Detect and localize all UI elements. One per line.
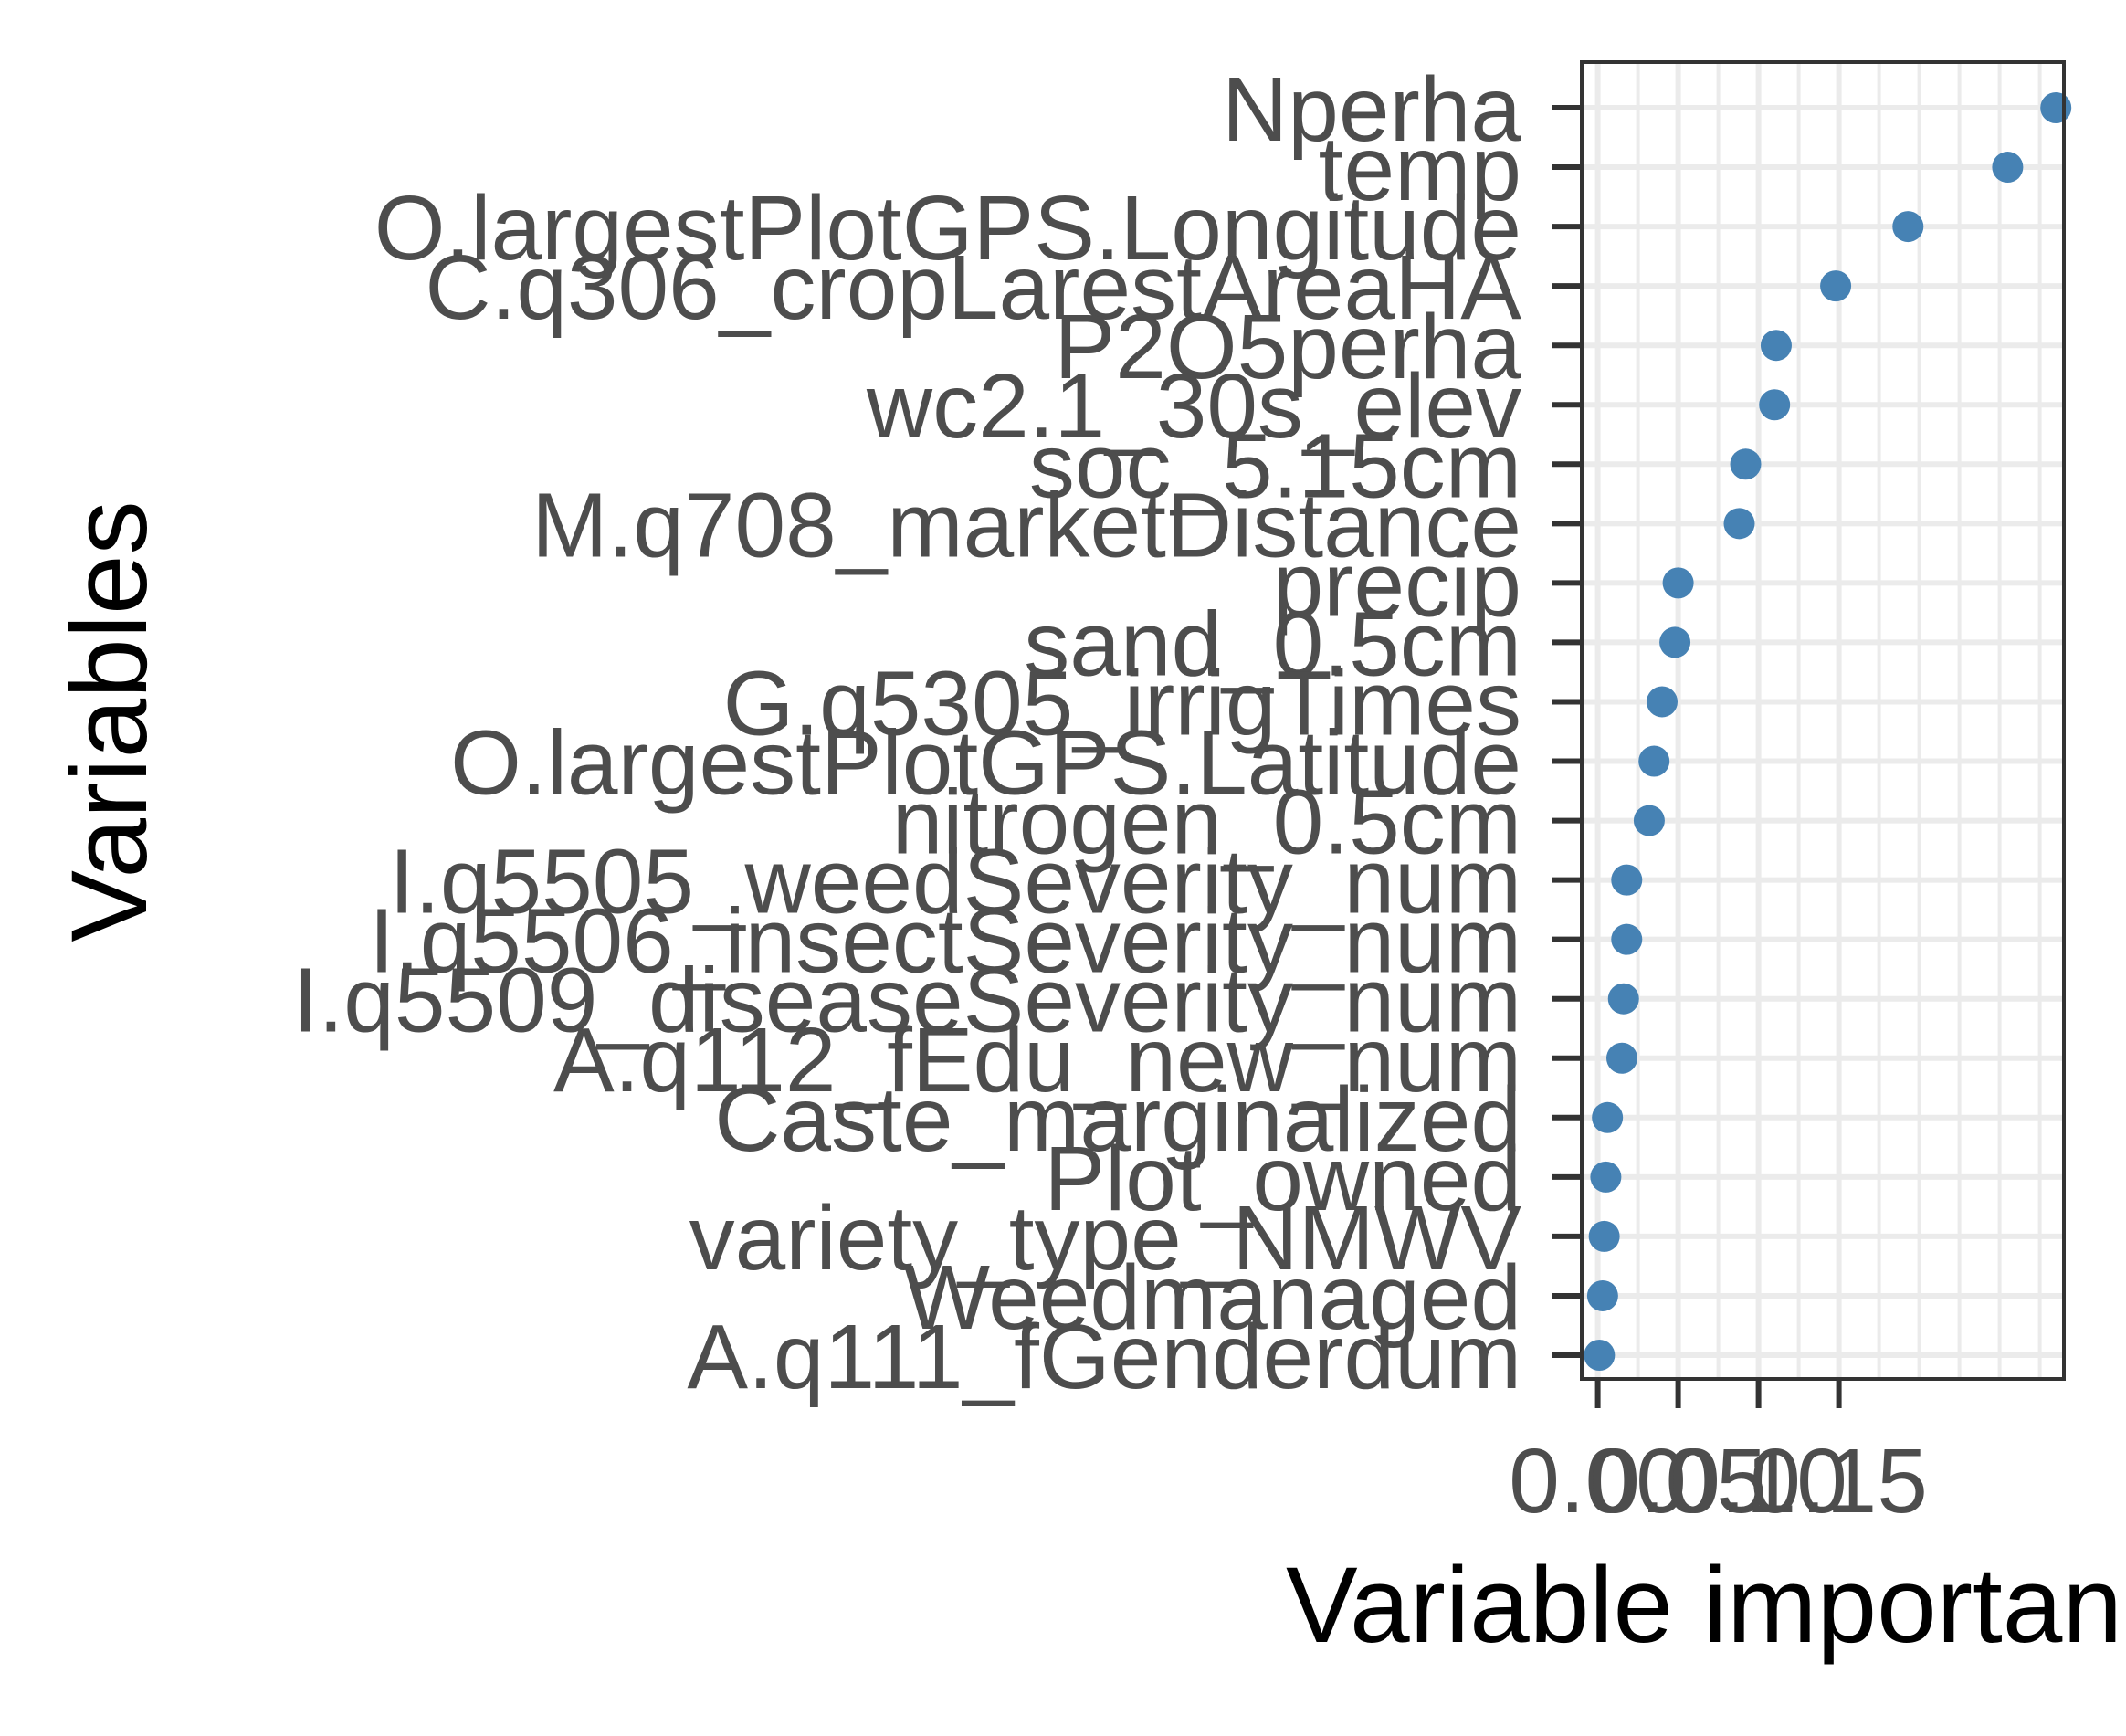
y-tick-label: O.largestPlotGPS.Longitude bbox=[374, 177, 1521, 279]
y-tick-label: C.q306_cropLarestAreaHA bbox=[425, 237, 1521, 339]
data-point bbox=[1590, 1161, 1622, 1193]
y-tick-label: Nperha bbox=[1222, 58, 1521, 161]
data-point bbox=[1760, 330, 1792, 362]
y-tick-label: G.q5305_irrigTimes bbox=[723, 652, 1521, 754]
y-tick-label: I.q5505_weedSeverity_num bbox=[389, 831, 1521, 933]
data-point bbox=[1820, 270, 1852, 302]
x-tick-label: 0.10 bbox=[1669, 1430, 1847, 1532]
y-tick-label: I.q5506_insectSeverity_num bbox=[369, 890, 1521, 993]
data-point bbox=[1611, 864, 1643, 896]
data-point bbox=[1659, 626, 1691, 658]
data-point bbox=[1647, 686, 1678, 718]
y-tick-label: M.q708_marketDistance bbox=[532, 474, 1521, 576]
x-tick-label: 0.00 bbox=[1509, 1430, 1687, 1532]
data-point bbox=[1759, 389, 1791, 421]
y-tick-label: Plot_owned bbox=[1044, 1128, 1521, 1230]
plot-panel bbox=[1582, 62, 2064, 1379]
y-tick-label: variety_type_NMWV bbox=[689, 1187, 1522, 1289]
y-tick-label: P2O5perha bbox=[1055, 296, 1522, 398]
y-tick-label: Caste_marginalized bbox=[714, 1068, 1521, 1171]
data-point bbox=[1584, 1340, 1616, 1371]
y-tick-label: wc2.1_30s_elev bbox=[866, 355, 1521, 458]
y-tick-label: sand_0.5cm bbox=[1024, 593, 1521, 695]
y-tick-label: precip bbox=[1273, 533, 1521, 636]
data-points bbox=[1584, 92, 2072, 1371]
data-point bbox=[1592, 1101, 1624, 1133]
panel-border bbox=[1580, 60, 2066, 1381]
data-point bbox=[1662, 567, 1694, 599]
data-point bbox=[1611, 923, 1643, 955]
x-tick-label: 0.15 bbox=[1750, 1430, 1928, 1532]
y-tick-label: nitrogen_0.5cm bbox=[892, 772, 1521, 874]
data-point bbox=[1638, 745, 1670, 777]
data-point bbox=[1992, 152, 2024, 184]
data-point bbox=[1892, 211, 1924, 243]
axes bbox=[1552, 60, 2066, 1408]
data-point bbox=[1633, 805, 1665, 836]
data-point bbox=[1606, 1042, 1637, 1074]
x-tick-label: 0.05 bbox=[1589, 1430, 1767, 1532]
y-tick-label: temp bbox=[1319, 118, 1521, 220]
y-tick-label: Weedmanaged bbox=[904, 1247, 1521, 1349]
y-axis-title: Variables bbox=[49, 500, 170, 942]
y-tick-label: O.largestPlotGPS.Latitude bbox=[450, 712, 1521, 815]
data-point bbox=[1588, 1220, 1620, 1252]
y-tick-label: A.q112_fEdu_new_num bbox=[553, 1009, 1521, 1111]
grid-lines bbox=[1582, 62, 2064, 1379]
panel-background bbox=[1582, 62, 2064, 1379]
y-tick-label: A.q111_fGenderdum bbox=[687, 1306, 1521, 1408]
data-point bbox=[1723, 508, 1755, 540]
x-axis-title: Variable importance bbox=[1286, 1545, 2126, 1666]
data-point bbox=[1730, 448, 1762, 480]
y-tick-label: soc_5.15cm bbox=[1029, 415, 1521, 517]
data-point bbox=[1586, 1279, 1618, 1311]
y-tick-label: I.q5509_diseaseSeverity_num bbox=[293, 950, 1521, 1052]
data-point bbox=[2040, 92, 2072, 123]
data-point bbox=[1607, 983, 1639, 1015]
tick-labels: NperhatempO.largestPlotGPS.LongitudeC.q3… bbox=[293, 58, 1928, 1532]
